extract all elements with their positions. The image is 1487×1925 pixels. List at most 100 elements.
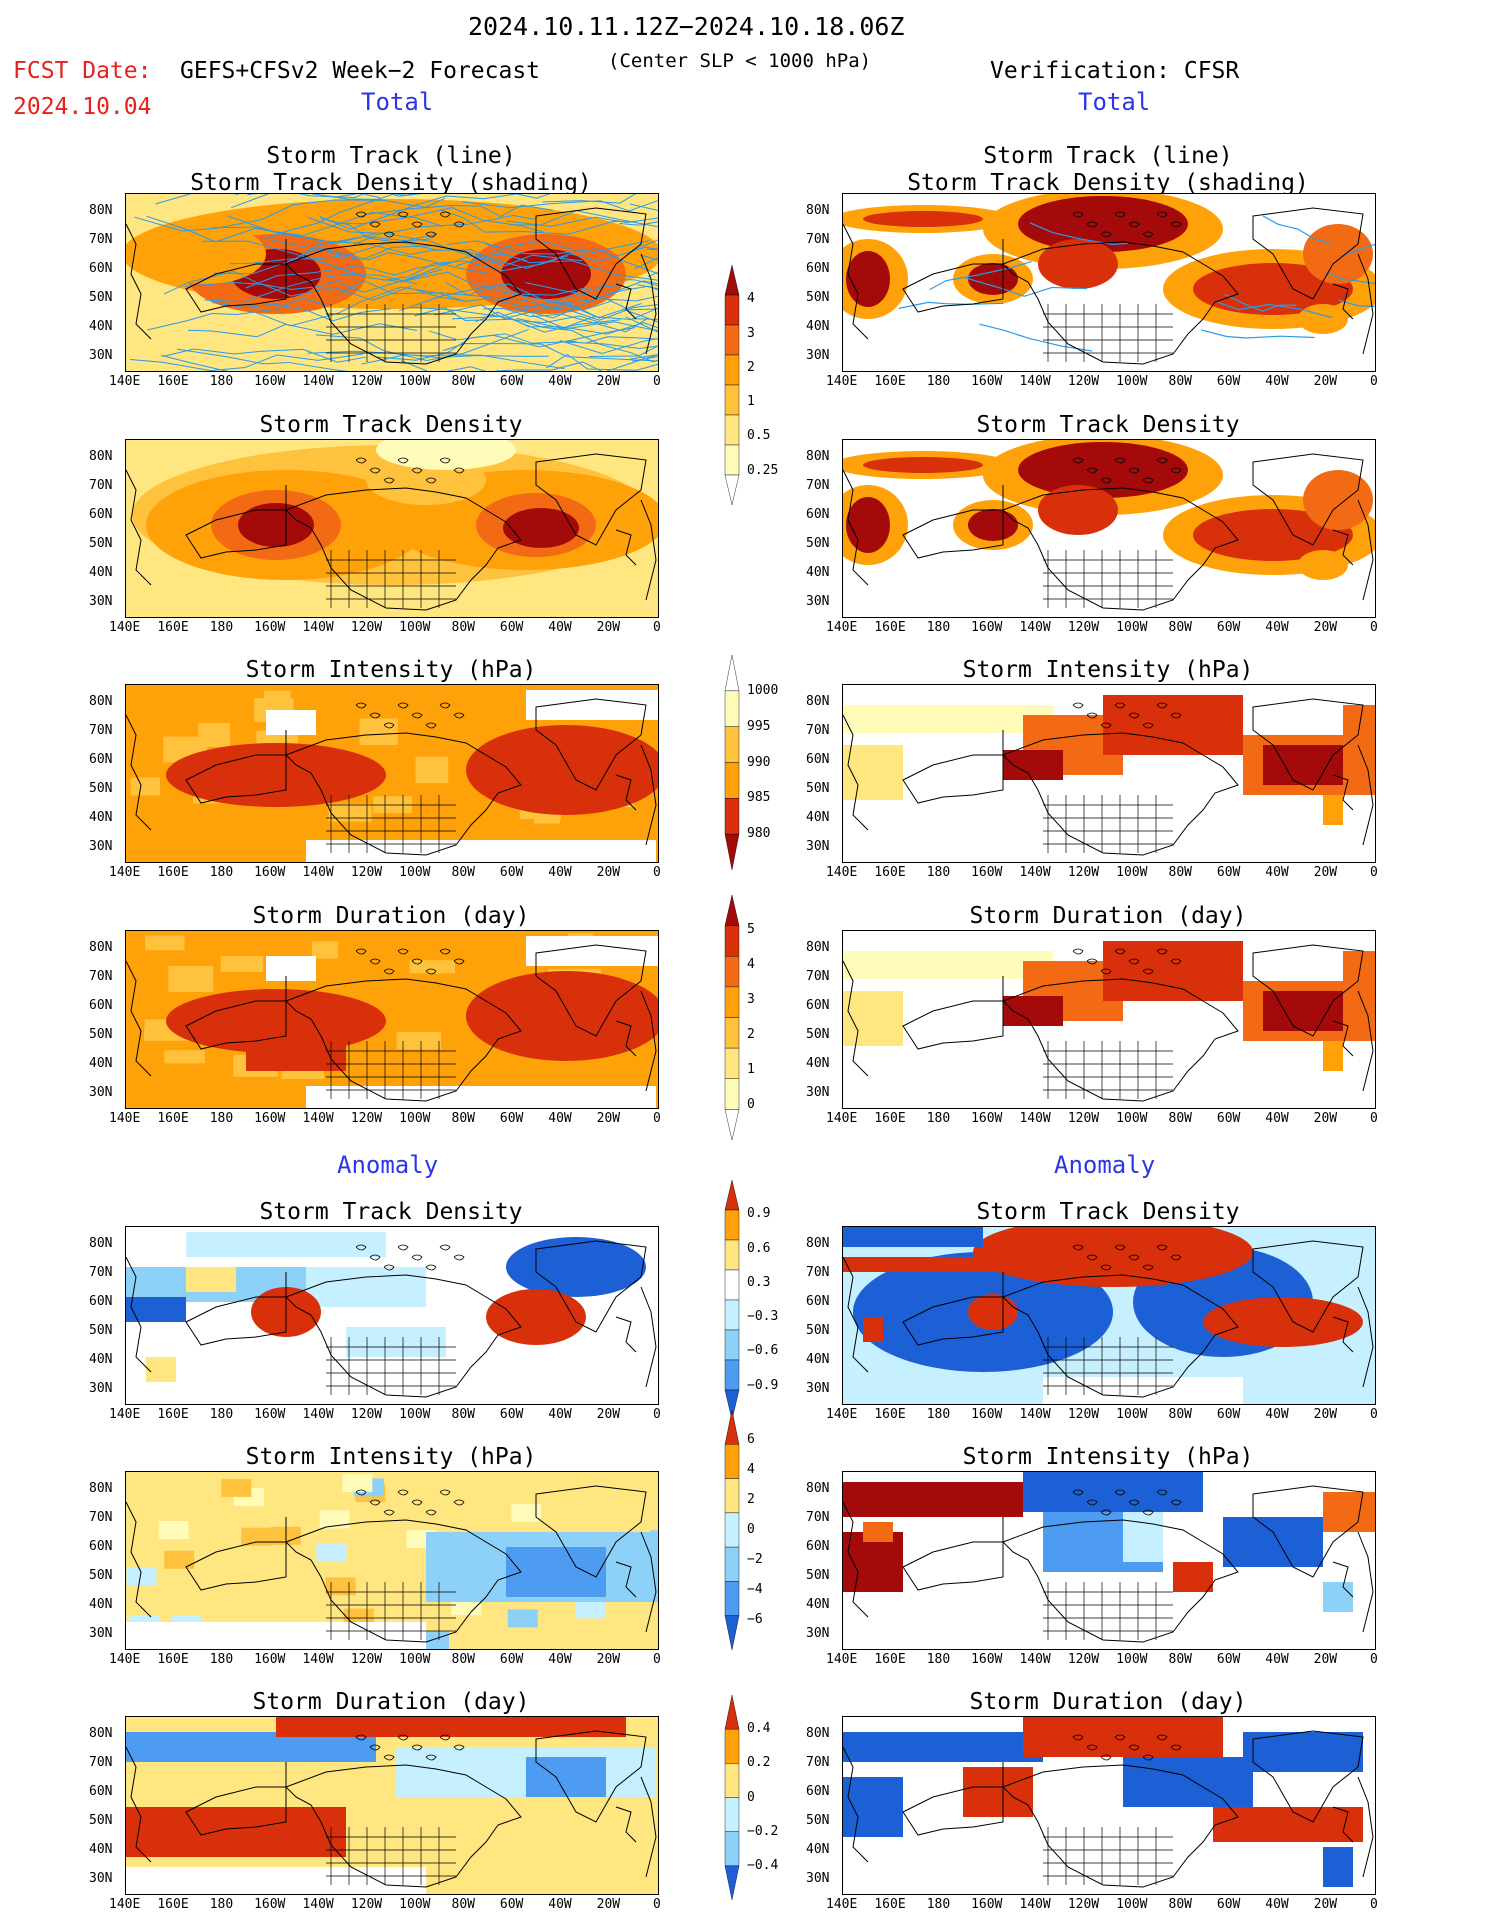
lat-tick-label: 70N	[806, 723, 830, 738]
map-panel	[125, 193, 659, 372]
lon-tick-label: 100W	[1116, 1111, 1148, 1126]
lat-tick-label: 60N	[806, 261, 830, 276]
lon-tick-label: 100W	[399, 374, 431, 389]
lon-tick-label: 180	[209, 1407, 234, 1422]
lon-tick-label: 140W	[302, 1407, 334, 1422]
lon-tick-label: 160W	[254, 1897, 286, 1912]
colorbar-anom-intensity-label: 0	[747, 1522, 755, 1537]
lat-tick-label: 30N	[806, 1626, 830, 1641]
lon-tick-label: 60W	[1216, 374, 1241, 389]
criterion-label: (Center SLP < 1000 hPa)	[608, 50, 872, 72]
lon-tick-label: 20W	[596, 1407, 621, 1422]
lon-tick-label: 120W	[1067, 1407, 1100, 1422]
colorbar-total-duration-label: 5	[747, 922, 755, 937]
map-panel	[125, 439, 659, 618]
lat-tick-label: 30N	[89, 839, 113, 854]
lon-tick-label: 80W	[1168, 1897, 1193, 1912]
lat-tick-label: 80N	[806, 449, 830, 464]
lon-tick-label: 160E	[157, 1407, 189, 1422]
colorbar-anom-density-label: 0.3	[747, 1274, 771, 1290]
lon-tick-label: 160W	[254, 620, 286, 635]
colorbar-anom-duration-label: 0.4	[747, 1721, 771, 1737]
lon-tick-label: 140W	[1019, 1407, 1051, 1422]
lat-tick-label: 70N	[806, 969, 830, 984]
lon-tick-label: 180	[209, 865, 234, 880]
lon-tick-label: 40W	[548, 1652, 572, 1667]
section-anomaly-right: Anomaly	[1054, 1151, 1156, 1179]
lon-tick-label: 100W	[399, 1897, 431, 1912]
panel-title: Storm Track (line)	[983, 143, 1233, 169]
lat-tick-label: 50N	[89, 290, 113, 305]
lat-tick-label: 50N	[806, 1813, 830, 1828]
map-panel	[842, 1716, 1376, 1895]
lon-tick-label: 0	[1370, 374, 1378, 389]
lon-tick-label: 60W	[1216, 1897, 1241, 1912]
lat-tick-label: 30N	[806, 1871, 830, 1886]
lat-tick-label: 70N	[806, 478, 830, 493]
lat-tick-label: 70N	[89, 723, 113, 738]
colorbar-anom-density-label: −0.6	[747, 1343, 779, 1359]
colorbar-total-duration-label: 0	[747, 1097, 755, 1112]
lat-tick-label: 80N	[806, 1726, 830, 1741]
lat-tick-label: 50N	[806, 1568, 830, 1583]
colorbar-anom-intensity-label: −6	[747, 1612, 763, 1627]
lon-tick-label: 160E	[874, 374, 906, 389]
lat-tick-label: 70N	[806, 232, 830, 247]
lon-tick-label: 40W	[1265, 620, 1289, 635]
lon-tick-label: 120W	[350, 620, 383, 635]
lon-tick-label: 160W	[971, 1407, 1003, 1422]
lon-tick-label: 100W	[1116, 620, 1148, 635]
colorbar-anom-density-label: −0.9	[747, 1377, 779, 1393]
lon-tick-label: 40W	[548, 1897, 572, 1912]
panel-title: Storm Track Density	[976, 1199, 1240, 1225]
lon-tick-label: 80W	[451, 1897, 476, 1912]
panel-title: Storm Track Density (shading)	[907, 170, 1309, 196]
colorbar-anom-duration-label: 0	[747, 1789, 755, 1805]
lat-tick-label: 70N	[89, 478, 113, 493]
lat-tick-label: 40N	[806, 810, 830, 825]
lon-tick-label: 40W	[548, 865, 572, 880]
lon-tick-label: 40W	[1265, 1407, 1289, 1422]
lat-tick-label: 30N	[806, 1381, 830, 1396]
lat-tick-label: 40N	[89, 1056, 113, 1071]
lat-tick-label: 60N	[806, 1294, 830, 1309]
lon-tick-label: 100W	[399, 1111, 431, 1126]
lon-tick-label: 180	[209, 1111, 234, 1126]
lon-tick-label: 0	[1370, 1652, 1378, 1667]
lon-tick-label: 120W	[350, 1407, 383, 1422]
lat-tick-label: 30N	[89, 348, 113, 363]
lat-tick-label: 40N	[89, 1842, 113, 1857]
colorbar-total-density-label: 1	[747, 394, 755, 410]
panel-title: Storm Duration (day)	[969, 1689, 1247, 1715]
map-panel	[842, 684, 1376, 863]
lat-tick-label: 80N	[806, 203, 830, 218]
colorbar-anom-density	[724, 1179, 740, 1421]
lon-tick-label: 20W	[596, 1652, 621, 1667]
lat-tick-label: 70N	[806, 1510, 830, 1525]
lat-tick-label: 30N	[806, 348, 830, 363]
lat-tick-label: 40N	[806, 1056, 830, 1071]
lon-tick-label: 120W	[350, 865, 383, 880]
lon-tick-label: 120W	[1067, 620, 1100, 635]
lon-tick-label: 80W	[451, 865, 476, 880]
lat-tick-label: 60N	[89, 752, 113, 767]
lon-tick-label: 20W	[1313, 620, 1338, 635]
lon-tick-label: 0	[653, 1652, 661, 1667]
lon-tick-label: 0	[1370, 1407, 1378, 1422]
lon-tick-label: 80W	[1168, 1407, 1193, 1422]
lat-tick-label: 50N	[89, 536, 113, 551]
lon-tick-label: 160E	[157, 620, 189, 635]
lon-tick-label: 80W	[1168, 374, 1193, 389]
lon-tick-label: 180	[926, 620, 951, 635]
lon-tick-label: 20W	[596, 1897, 621, 1912]
lon-tick-label: 100W	[1116, 1897, 1148, 1912]
lon-tick-label: 60W	[1216, 1407, 1241, 1422]
lon-tick-label: 100W	[1116, 865, 1148, 880]
lon-tick-label: 120W	[350, 1652, 383, 1667]
lon-tick-label: 180	[926, 1652, 951, 1667]
map-panel	[842, 930, 1376, 1109]
panel-title: Storm Track Density	[259, 1199, 523, 1225]
lat-tick-label: 70N	[89, 1755, 113, 1770]
lon-tick-label: 120W	[350, 374, 383, 389]
lat-tick-label: 30N	[89, 1871, 113, 1886]
